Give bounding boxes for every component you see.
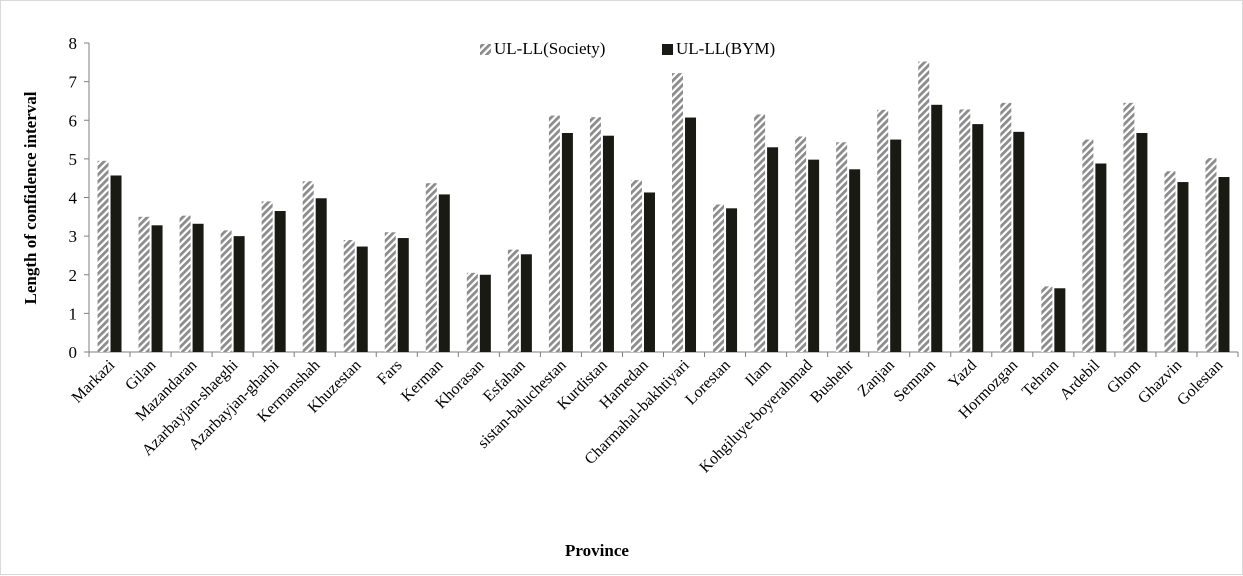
y-tick-label: 3 — [69, 227, 78, 246]
y-tick-label: 4 — [69, 189, 78, 208]
bar-society — [877, 109, 889, 352]
x-tick-label: Ardebil — [1057, 356, 1104, 403]
y-tick-label: 0 — [69, 343, 78, 362]
bar-bym — [151, 225, 163, 352]
bar-bym — [356, 246, 368, 352]
bar-society — [138, 216, 150, 352]
y-tick-label: 6 — [69, 111, 78, 130]
bar-society — [630, 180, 642, 352]
bar-society — [261, 201, 273, 352]
bar-bym — [849, 169, 861, 352]
bar-bym — [890, 139, 902, 352]
bar-society — [1041, 286, 1053, 352]
bar-bym — [1218, 177, 1230, 352]
x-tick-label: Markazi — [69, 356, 119, 406]
bar-bym — [192, 223, 204, 352]
y-tick-label: 5 — [69, 150, 78, 169]
bar-bym — [808, 159, 820, 352]
bar-bym — [602, 135, 614, 352]
legend-label-society: UL-LL(Society) — [494, 39, 605, 58]
bar-bym — [643, 192, 655, 352]
bar-society — [1164, 171, 1176, 352]
bar-bym — [1177, 182, 1189, 352]
bar-society — [589, 117, 601, 352]
x-tick-label: Yazd — [945, 357, 980, 392]
y-tick-label: 8 — [69, 34, 78, 53]
bar-bym — [110, 175, 122, 352]
bar-society — [918, 61, 930, 352]
y-tick-label: 1 — [69, 304, 78, 323]
bar-bym — [315, 198, 327, 352]
y-tick-label: 2 — [69, 266, 78, 285]
bar-bym — [726, 208, 738, 352]
bar-bym — [767, 147, 779, 352]
x-tick-label: Fars — [374, 357, 406, 389]
x-tick-label: Lorestan — [682, 357, 734, 409]
x-tick-label: Bushehr — [807, 356, 857, 406]
legend-swatch-bym — [662, 44, 673, 55]
bar-society — [713, 204, 725, 352]
bar-society — [836, 142, 848, 352]
legend-label-bym: UL-LL(BYM) — [676, 39, 775, 58]
bar-bym — [1136, 132, 1148, 352]
bar-bym — [233, 236, 245, 352]
bar-society — [1082, 139, 1094, 352]
bar-society — [425, 183, 437, 352]
y-axis-title: Length of confidence interval — [21, 91, 40, 304]
bar-bym — [1095, 163, 1107, 352]
bar-bym — [520, 254, 532, 352]
bar-society — [1123, 102, 1135, 353]
x-tick-label: Ilam — [742, 356, 775, 389]
bar-society — [754, 114, 766, 352]
x-tick-label: Golestan — [1174, 357, 1226, 409]
bars — [97, 61, 1230, 353]
bar-bym — [479, 274, 491, 352]
bar-bym — [972, 124, 984, 352]
x-axis-title: Province — [565, 541, 629, 560]
bar-society — [220, 230, 232, 352]
bar-bym — [1054, 288, 1066, 352]
bar-society — [672, 73, 684, 352]
bar-society — [343, 239, 355, 352]
bar-bym — [1013, 131, 1025, 352]
legend-swatch-society — [480, 44, 491, 55]
bar-bym — [561, 132, 573, 352]
bar-bym — [438, 194, 450, 352]
bar-society — [548, 115, 560, 353]
x-tick-label: Tehran — [1019, 357, 1062, 400]
bar-society — [1000, 102, 1012, 353]
bar-society — [959, 109, 971, 352]
x-tick-label: Semnan — [891, 357, 939, 405]
bar-bym — [397, 238, 409, 352]
y-tick-label: 7 — [69, 73, 78, 92]
bar-society — [1205, 158, 1217, 352]
x-tick-label: Gilan — [122, 357, 159, 394]
bar-society — [507, 249, 519, 352]
bar-bym — [274, 211, 286, 352]
bar-society — [795, 136, 807, 352]
bar-society — [302, 181, 314, 352]
bar-society — [466, 272, 478, 352]
bar-bym — [931, 104, 943, 352]
bar-society — [179, 215, 191, 352]
bar-society — [97, 160, 109, 352]
bar-bym — [685, 117, 697, 352]
legend: UL-LL(Society) UL-LL(BYM) — [480, 39, 775, 58]
bar-society — [384, 232, 396, 352]
